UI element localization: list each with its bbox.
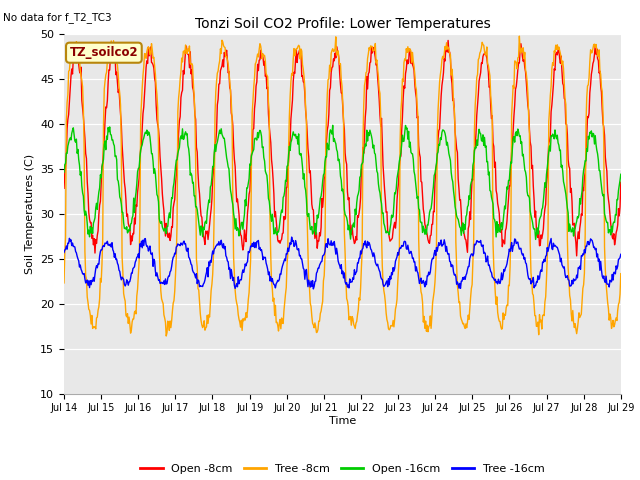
Open -8cm	[573, 253, 580, 259]
Title: Tonzi Soil CO2 Profile: Lower Temperatures: Tonzi Soil CO2 Profile: Lower Temperatur…	[195, 17, 490, 31]
Tree -16cm	[184, 245, 192, 251]
Open -8cm	[70, 52, 78, 58]
Tree -8cm	[428, 325, 435, 331]
Y-axis label: Soil Temperatures (C): Soil Temperatures (C)	[24, 154, 35, 274]
X-axis label: Time: Time	[329, 416, 356, 426]
Open -16cm	[214, 139, 221, 145]
Tree -16cm	[412, 268, 419, 274]
Open -16cm	[70, 132, 78, 137]
Tree -8cm	[127, 327, 135, 333]
Tree -16cm	[70, 244, 78, 250]
Open -8cm	[426, 233, 434, 239]
Tree -16cm	[60, 250, 68, 255]
Open -8cm	[410, 68, 418, 73]
Open -16cm	[329, 122, 337, 128]
Line: Open -16cm: Open -16cm	[64, 125, 621, 240]
Tree -16cm	[310, 286, 317, 292]
Open -8cm	[127, 233, 135, 239]
Text: TZ_soilco2: TZ_soilco2	[70, 46, 138, 59]
Open -16cm	[127, 220, 135, 226]
Line: Tree -16cm: Tree -16cm	[64, 237, 621, 289]
Open -8cm	[214, 102, 221, 108]
Tree -8cm	[411, 72, 419, 77]
Line: Tree -8cm: Tree -8cm	[64, 36, 621, 336]
Text: No data for f_T2_TC3: No data for f_T2_TC3	[3, 12, 112, 23]
Tree -16cm	[617, 252, 625, 257]
Open -16cm	[428, 205, 435, 211]
Open -8cm	[617, 180, 625, 185]
Open -8cm	[444, 37, 452, 43]
Tree -8cm	[70, 47, 78, 53]
Tree -8cm	[60, 280, 68, 286]
Open -8cm	[184, 51, 192, 57]
Tree -16cm	[214, 241, 221, 247]
Tree -8cm	[185, 48, 193, 54]
Tree -8cm	[515, 33, 523, 39]
Line: Open -8cm: Open -8cm	[64, 40, 621, 256]
Open -16cm	[184, 143, 192, 148]
Open -16cm	[532, 237, 540, 242]
Tree -16cm	[288, 234, 296, 240]
Legend: Open -8cm, Tree -8cm, Open -16cm, Tree -16cm: Open -8cm, Tree -8cm, Open -16cm, Tree -…	[136, 459, 549, 478]
Tree -8cm	[163, 333, 170, 339]
Tree -16cm	[428, 257, 436, 263]
Tree -16cm	[127, 270, 135, 276]
Open -16cm	[411, 172, 419, 178]
Tree -8cm	[617, 271, 625, 276]
Open -16cm	[617, 171, 625, 177]
Tree -8cm	[214, 68, 222, 74]
Open -16cm	[60, 169, 68, 175]
Open -8cm	[60, 185, 68, 191]
